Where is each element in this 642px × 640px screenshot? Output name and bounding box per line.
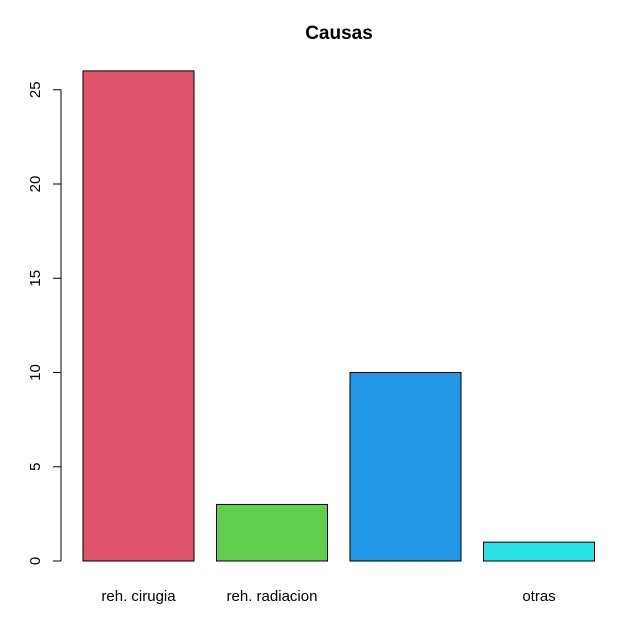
bar-3 [349,372,462,562]
y-tick-label: 10 [27,364,44,381]
bars-layer [82,70,595,562]
x-tick-label: otras [522,588,555,605]
y-tick-label: 20 [27,176,44,193]
bar-2 [216,503,328,562]
bar-1 [82,70,195,562]
chart-title: Causas [305,23,373,44]
bar-4 [483,541,595,562]
x-tick-label: reh. radiacion [227,588,318,605]
y-tick-label: 0 [27,557,44,565]
x-axis-labels: reh. cirugia reh. radiacion otras [101,588,555,605]
y-tick-label: 15 [27,270,44,287]
y-tick-label: 5 [27,463,44,471]
x-tick-label: reh. cirugia [101,588,176,605]
y-axis: 0 5 10 15 20 25 [27,81,62,565]
y-tick-label: 25 [27,81,44,98]
